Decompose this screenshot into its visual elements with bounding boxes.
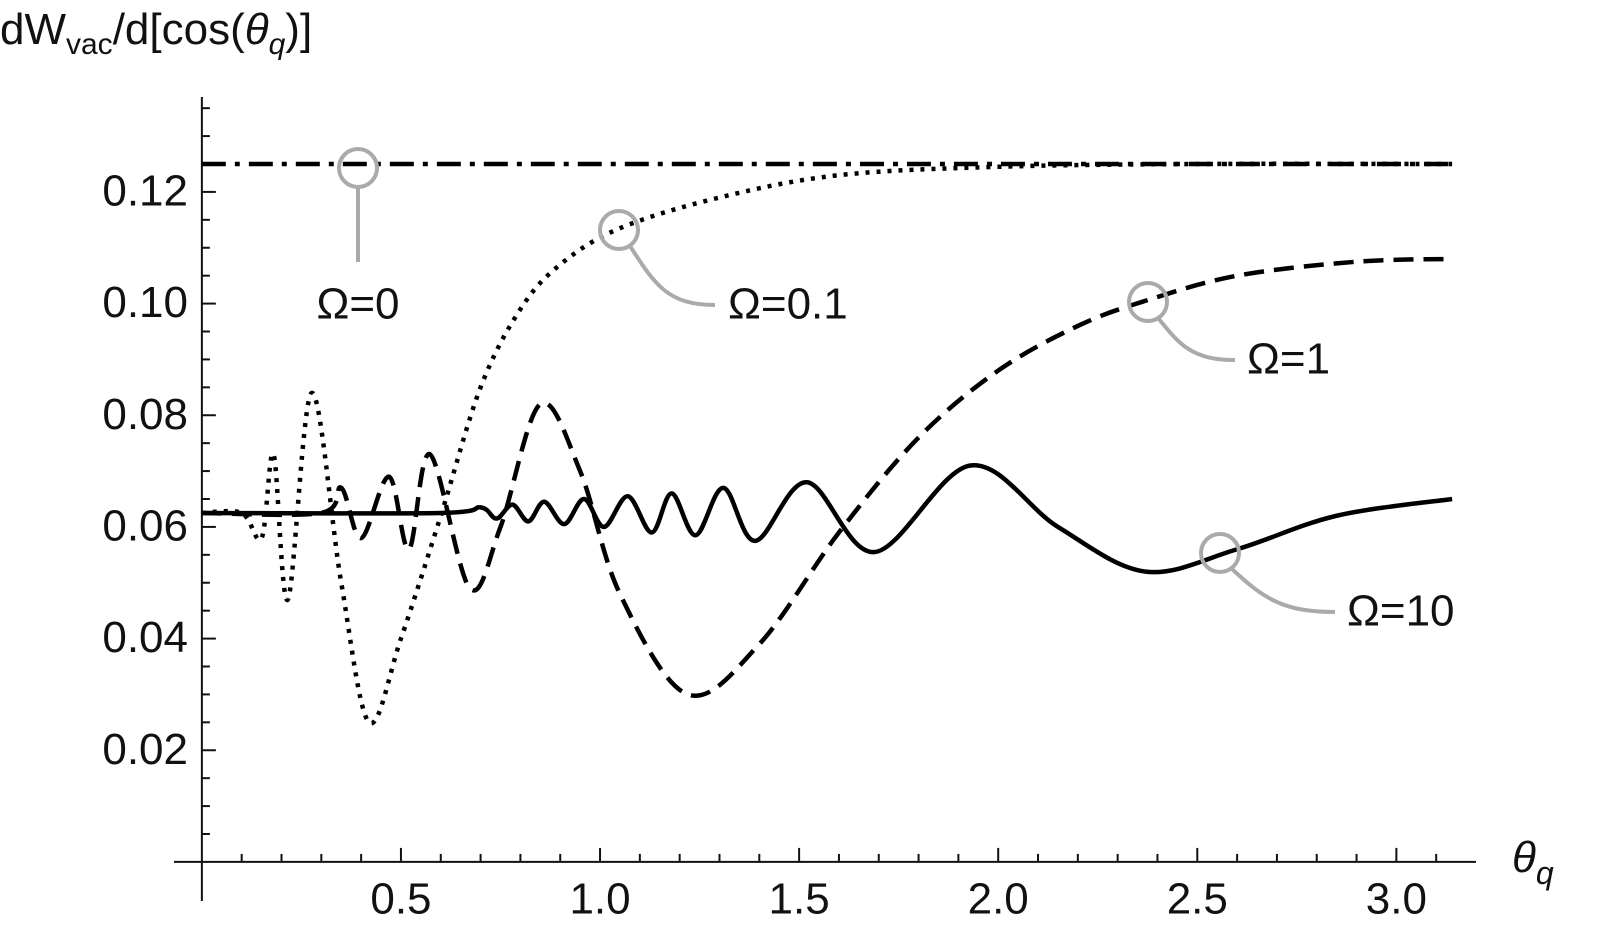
x-axis-title: θq (1512, 833, 1554, 891)
x-title-part: θ (1512, 833, 1536, 882)
y-tick-label: 0.12 (102, 167, 188, 216)
y-tick-label: 0.08 (102, 390, 188, 439)
y-tick-label: 0.02 (102, 725, 188, 774)
y-title-part: )] (285, 5, 312, 54)
y-title-part: dW (0, 5, 66, 54)
callout-ring (1127, 281, 1169, 323)
callout-leader (628, 244, 716, 307)
y-title-part: /d[cos( (113, 5, 245, 54)
callout-leader (1230, 567, 1336, 614)
y-tick-label: 0.04 (102, 613, 188, 662)
x-tick-label: 2.5 (1167, 875, 1228, 924)
x-tick-label: 0.5 (370, 875, 431, 924)
series-line (201, 256, 1453, 698)
callout-ring (598, 209, 640, 251)
x-title-sub: q (1536, 855, 1554, 891)
callout-leader (1156, 316, 1236, 362)
series-label: Ω=1 (1247, 335, 1330, 384)
series-line (201, 161, 1453, 726)
series-label: Ω=0 (316, 280, 399, 329)
series-line (201, 463, 1453, 575)
y-title-sub: q (269, 28, 286, 61)
x-tick-label: 1.0 (569, 875, 630, 924)
series-label: Ω=0.1 (728, 280, 848, 329)
y-title-sub: vac (66, 28, 113, 61)
y-tick-label: 0.06 (102, 502, 188, 551)
y-title-part: θ (245, 5, 269, 54)
y-tick-label: 0.10 (102, 278, 188, 327)
x-tick-label: 1.5 (769, 875, 830, 924)
x-tick-label: 3.0 (1366, 875, 1427, 924)
callout-ring (337, 147, 379, 189)
series-label: Ω=10 (1347, 587, 1455, 636)
y-axis-title: dWvac/d[cos(θq)] (0, 5, 312, 61)
callout-ring (1199, 532, 1241, 574)
x-tick-label: 2.0 (968, 875, 1029, 924)
